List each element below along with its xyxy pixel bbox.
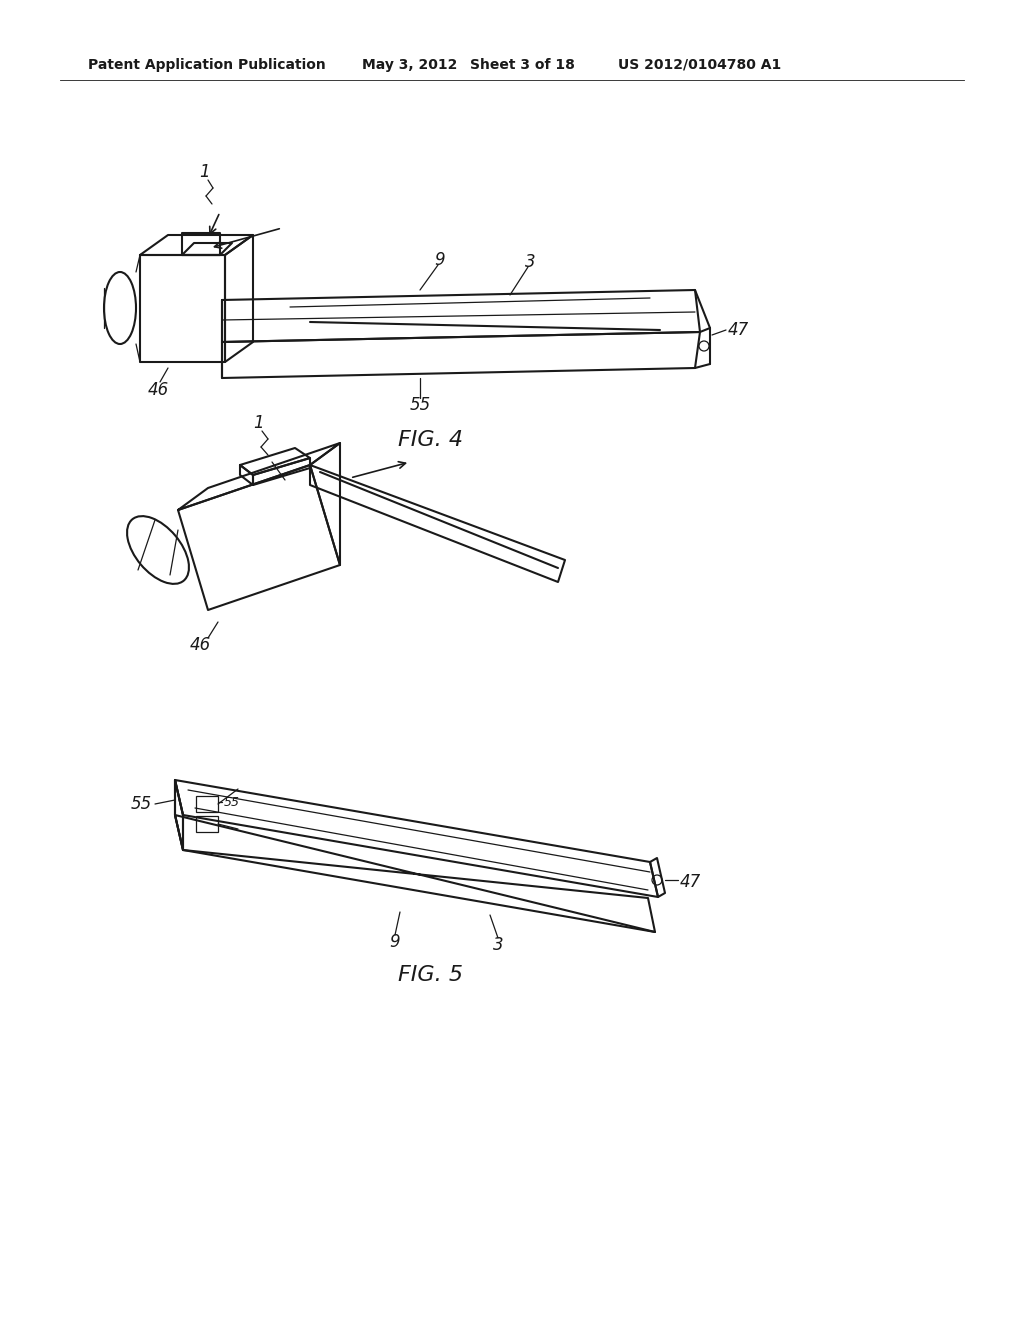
Text: 46: 46 — [147, 381, 169, 399]
Bar — [196, 796, 218, 812]
Text: 9: 9 — [390, 933, 400, 950]
Text: FIG. 5: FIG. 5 — [397, 965, 463, 985]
Text: 46: 46 — [189, 636, 211, 653]
Text: 3: 3 — [524, 253, 536, 271]
Text: US 2012/0104780 A1: US 2012/0104780 A1 — [618, 58, 781, 73]
Text: 1: 1 — [253, 414, 263, 432]
Text: May 3, 2012: May 3, 2012 — [362, 58, 458, 73]
Text: 47: 47 — [680, 873, 701, 891]
Text: 55: 55 — [410, 396, 431, 414]
Text: Patent Application Publication: Patent Application Publication — [88, 58, 326, 73]
Text: 9: 9 — [434, 251, 445, 269]
Text: 55: 55 — [131, 795, 152, 813]
Text: Sheet 3 of 18: Sheet 3 of 18 — [470, 58, 574, 73]
Text: 1: 1 — [200, 162, 210, 181]
Text: 3: 3 — [493, 936, 504, 954]
Text: 55: 55 — [224, 796, 240, 808]
Bar — [196, 816, 218, 832]
Text: 47: 47 — [728, 321, 750, 339]
Text: FIG. 4: FIG. 4 — [397, 430, 463, 450]
